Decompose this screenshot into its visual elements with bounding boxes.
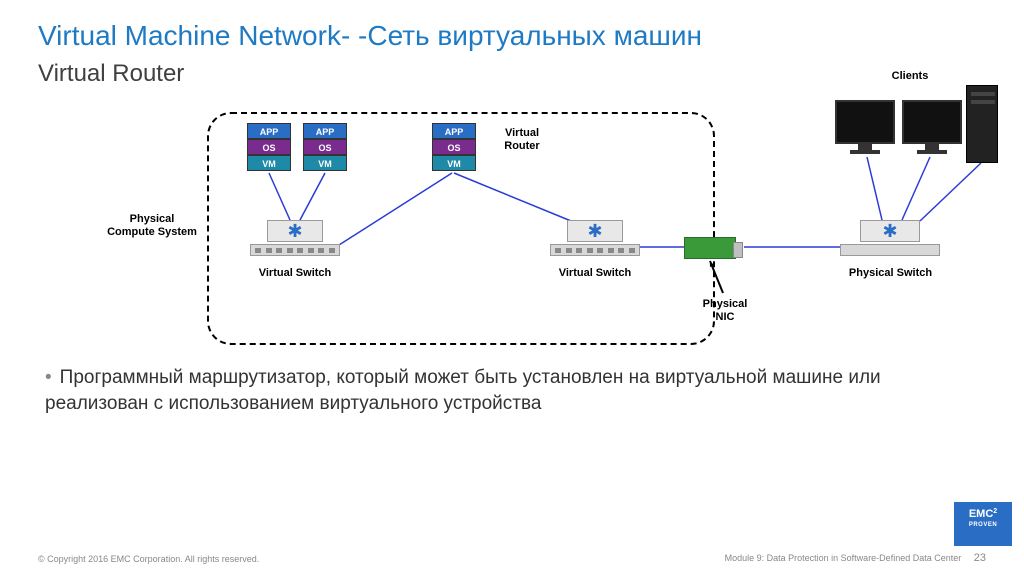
- virtual-switch-label-1: Virtual Switch: [250, 267, 340, 280]
- slide-title: Virtual Machine Network- -Сеть виртуальн…: [0, 0, 1024, 52]
- bullet-content: Программный маршрутизатор, который может…: [45, 367, 881, 414]
- virtual-switch-0: ✱: [250, 220, 340, 272]
- vm-vm-layer: VM: [432, 155, 476, 171]
- network-diagram: APPOSVMAPPOSVMAPPOSVM ✱✱ ✱ ClientsVirtua…: [0, 65, 1024, 355]
- copyright-text: © Copyright 2016 EMC Corporation. All ri…: [38, 554, 259, 564]
- page-number: 23: [974, 552, 986, 564]
- physical-compute-label: PhysicalCompute System: [97, 213, 207, 239]
- physical-nic-label: PhysicalNIC: [695, 298, 755, 324]
- bullet-dot: •: [45, 367, 52, 388]
- vm-app-layer: APP: [247, 123, 291, 139]
- vm-app-layer: APP: [432, 123, 476, 139]
- vm-os-layer: OS: [247, 139, 291, 155]
- client-monitor-1: [902, 100, 962, 154]
- virtual-switch-1: ✱: [550, 220, 640, 272]
- emc-logo: EMC2 PROVEN: [954, 502, 1012, 546]
- vm-os-layer: OS: [303, 139, 347, 155]
- vm-vm-layer: VM: [303, 155, 347, 171]
- module-text: Module 9: Data Protection in Software-De…: [725, 553, 962, 563]
- virtual-router-label: VirtualRouter: [492, 127, 552, 153]
- vm-stack-1: APPOSVM: [303, 123, 347, 171]
- vm-stack-2: APPOSVM: [432, 123, 476, 171]
- client-tower: [966, 85, 998, 163]
- physical-switch-label: Physical Switch: [838, 267, 943, 280]
- vm-app-layer: APP: [303, 123, 347, 139]
- vm-stack-0: APPOSVM: [247, 123, 291, 171]
- clients-label: Clients: [870, 70, 950, 83]
- slide-footer: © Copyright 2016 EMC Corporation. All ri…: [38, 552, 986, 564]
- bullet-text: •Программный маршрутизатор, который може…: [45, 365, 975, 416]
- physical-switch: ✱: [840, 220, 940, 256]
- vm-os-layer: OS: [432, 139, 476, 155]
- client-monitor-0: [835, 100, 895, 154]
- virtual-switch-label-2: Virtual Switch: [550, 267, 640, 280]
- physical-nic: [684, 237, 736, 259]
- vm-vm-layer: VM: [247, 155, 291, 171]
